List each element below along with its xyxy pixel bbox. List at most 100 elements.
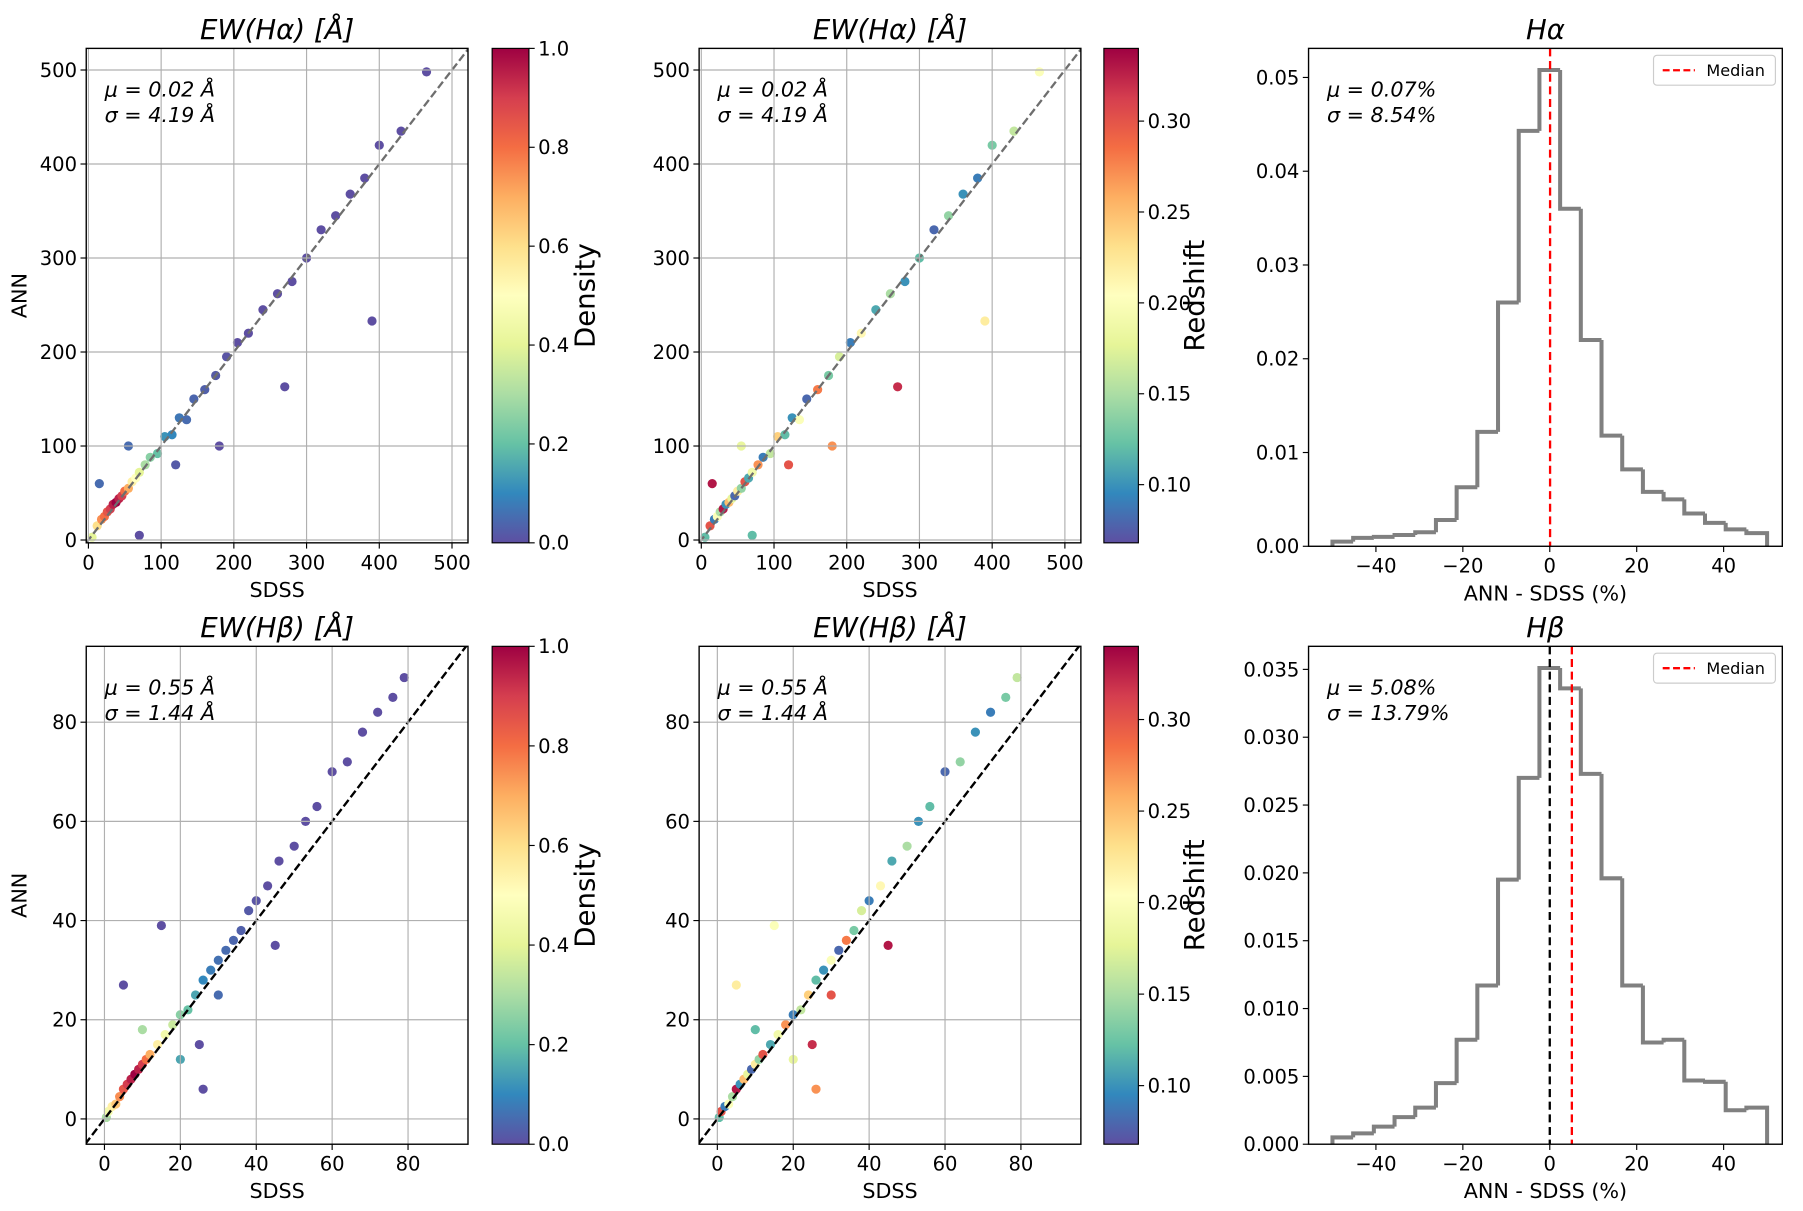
annotation: σ = 13.79% bbox=[1327, 701, 1449, 725]
panel: −40 −20 0 20 40 0.00 0.01 0.02 0.03 0.04 0.05 Media… bbox=[1256, 13, 1783, 605]
histogram-step bbox=[1702, 513, 1726, 525]
colorbar-label: Redshift bbox=[1178, 839, 1211, 951]
histogram-step bbox=[1744, 1105, 1770, 1145]
colorbar bbox=[1103, 47, 1139, 544]
point bbox=[875, 881, 886, 891]
histogram-step bbox=[1392, 1115, 1416, 1127]
x-tick-label: 100 bbox=[755, 551, 792, 574]
colorbar-tick-label: 0.10 bbox=[1148, 1075, 1192, 1098]
point bbox=[1012, 672, 1022, 683]
x-tick-label: 40 bbox=[244, 1153, 269, 1176]
point bbox=[1034, 67, 1045, 77]
point bbox=[807, 1039, 817, 1050]
axes-frame bbox=[85, 47, 469, 544]
point bbox=[270, 940, 280, 950]
point bbox=[236, 925, 246, 936]
x-axis-label: ANN - SDSS (%) bbox=[1464, 581, 1627, 605]
y-tick-label: 500 bbox=[40, 59, 77, 82]
colorbar-tick-label: 0.6 bbox=[538, 235, 569, 258]
histogram-step bbox=[1433, 518, 1457, 533]
histogram-step bbox=[1454, 485, 1478, 521]
panel: −40 −20 0 20 40 0.000 0.005 0.010 0.015 0.020 0.02… bbox=[1243, 611, 1783, 1203]
colorbar-label: Density bbox=[568, 243, 601, 348]
annotation: μ = 0.55 Å bbox=[717, 674, 828, 700]
histogram-step bbox=[1723, 522, 1747, 532]
point bbox=[841, 935, 851, 945]
point bbox=[421, 67, 432, 77]
y-tick-label: 20 bbox=[665, 1009, 690, 1032]
annotation: σ = 1.44 Å bbox=[718, 699, 828, 725]
plot-area bbox=[699, 646, 1081, 1145]
colorbar-tick-label: 0.4 bbox=[538, 334, 569, 357]
histogram-step bbox=[1620, 878, 1643, 988]
point bbox=[194, 1039, 204, 1050]
histogram-step bbox=[1537, 666, 1561, 778]
colorbar-tick-label: 0.2 bbox=[538, 433, 569, 456]
x-tick-label: 0 bbox=[1544, 1153, 1556, 1176]
point bbox=[883, 940, 893, 950]
x-tick-label: 0 bbox=[711, 1153, 723, 1176]
y-tick-label: 0.025 bbox=[1243, 794, 1299, 817]
histogram-step bbox=[1744, 529, 1770, 547]
point bbox=[357, 727, 368, 737]
y-tick-label: 400 bbox=[40, 153, 77, 176]
x-tick-label: 0 bbox=[695, 551, 707, 574]
panel: 0 100 200 300 400 500 0 100 200 300 400 500 0.10 0.15… bbox=[653, 12, 1211, 602]
legend-box bbox=[1652, 54, 1776, 86]
y-tick-label: 0.00 bbox=[1256, 535, 1300, 558]
point bbox=[705, 521, 715, 531]
x-tick-label: 400 bbox=[361, 551, 398, 574]
y-tick-label: 500 bbox=[653, 59, 690, 82]
y-tick-label: 0.01 bbox=[1256, 441, 1300, 464]
x-tick-label: 40 bbox=[1711, 1153, 1736, 1176]
colorbar-label: Density bbox=[568, 843, 601, 948]
histogram-step bbox=[1578, 688, 1602, 776]
x-tick-label: 80 bbox=[1008, 1153, 1033, 1176]
point bbox=[902, 841, 912, 851]
colorbar-tick-label: 1.0 bbox=[538, 37, 569, 60]
x-tick-label: 500 bbox=[1046, 551, 1083, 574]
histogram-step bbox=[1351, 1131, 1374, 1138]
colorbar-tick-label: 0.8 bbox=[538, 136, 569, 159]
y-tick-label: 40 bbox=[665, 909, 690, 932]
point bbox=[213, 955, 223, 965]
colorbar-tick-label: 0.20 bbox=[1148, 292, 1192, 315]
y-axis-label: ANN bbox=[7, 873, 31, 918]
point bbox=[274, 856, 284, 866]
point bbox=[280, 382, 290, 392]
annotation: μ = 0.02 Å bbox=[104, 76, 215, 102]
y-tick-label: 0.04 bbox=[1256, 160, 1300, 183]
point bbox=[312, 801, 322, 812]
histogram-step bbox=[1413, 530, 1436, 536]
x-tick-label: 40 bbox=[857, 1153, 882, 1176]
x-tick-label: 0 bbox=[82, 551, 94, 574]
x-tick-label: 0 bbox=[98, 1153, 110, 1176]
point bbox=[747, 467, 757, 477]
point bbox=[94, 479, 104, 489]
point bbox=[232, 338, 243, 348]
one-to-one-line bbox=[86, 646, 468, 1145]
point bbox=[773, 1030, 783, 1040]
y-tick-label: 0.000 bbox=[1243, 1133, 1299, 1156]
legend-box bbox=[1652, 652, 1776, 684]
point bbox=[780, 430, 790, 440]
annotation: μ = 5.08% bbox=[1326, 676, 1436, 700]
histogram-step bbox=[1640, 985, 1664, 1045]
plot-area bbox=[1330, 48, 1770, 547]
point bbox=[834, 945, 844, 955]
histogram-step bbox=[1640, 469, 1664, 494]
axes-frame bbox=[698, 47, 1082, 544]
histogram-step bbox=[1516, 775, 1540, 880]
point bbox=[811, 1084, 821, 1094]
point bbox=[845, 338, 855, 348]
point bbox=[287, 276, 297, 287]
plot-area bbox=[1330, 646, 1770, 1145]
point bbox=[167, 430, 177, 440]
histogram-step bbox=[1496, 877, 1519, 986]
x-tick-label: 20 bbox=[781, 1153, 806, 1176]
panel-title: EW(Hβ) [Å] bbox=[813, 610, 967, 644]
point bbox=[213, 990, 223, 1000]
annotation: μ = 0.55 Å bbox=[104, 674, 215, 700]
y-tick-label: 100 bbox=[40, 435, 77, 458]
legend-label: Median bbox=[1706, 659, 1764, 678]
